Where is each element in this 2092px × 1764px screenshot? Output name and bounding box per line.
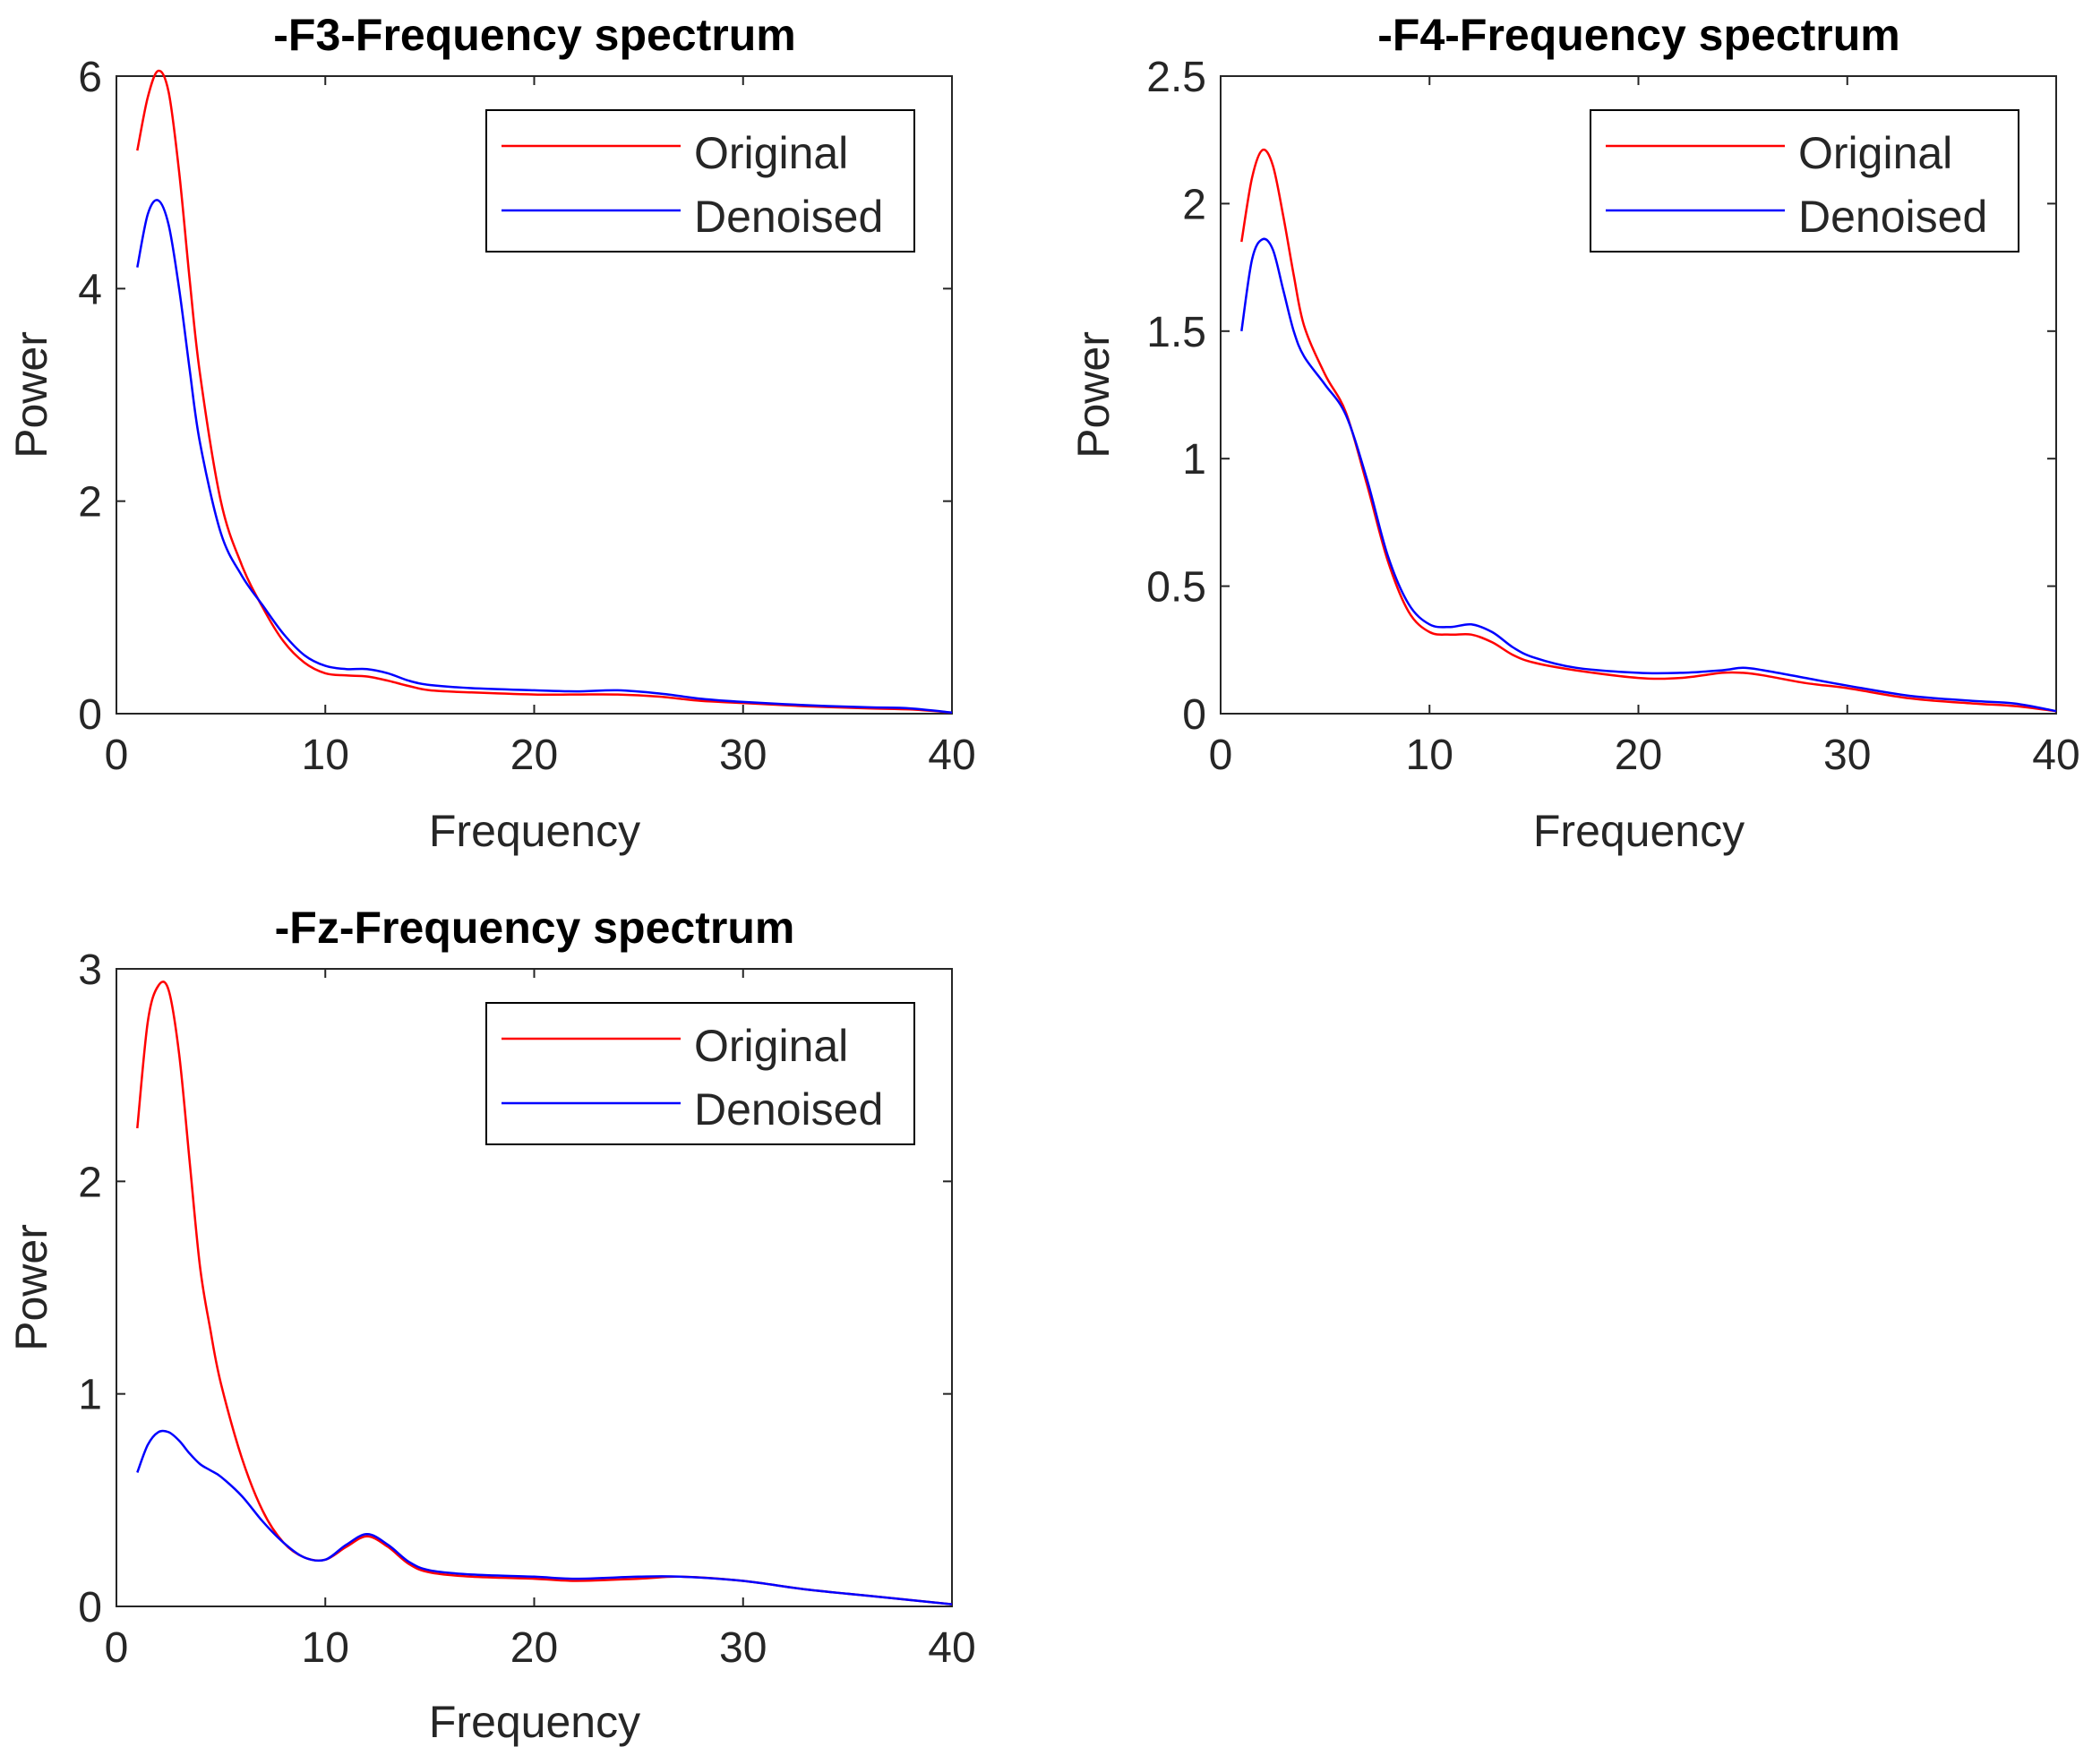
x-axis-label: Frequency <box>1533 806 1745 856</box>
legend-entry-denoised: Denoised <box>694 192 883 242</box>
series-line-denoised <box>136 199 953 715</box>
legend-box <box>1590 109 2019 253</box>
legend-entry-original: Original <box>694 1021 848 1071</box>
plot-area: 0 10 20 30 40 0 2 4 6 <box>78 54 975 779</box>
y-axis-label: Power <box>6 331 56 458</box>
legend: Original Denoised <box>485 109 915 253</box>
y-tick-label: 1.5 <box>1146 309 1206 356</box>
x-axis-label: Frequency <box>429 806 640 856</box>
x-tick-label: 20 <box>510 732 558 779</box>
y-axis-label: Power <box>6 1224 56 1351</box>
x-tick-label: 10 <box>302 732 349 779</box>
x-tick-label: 30 <box>1823 732 1871 779</box>
x-tick-label: 40 <box>2032 732 2079 779</box>
chart-title: -F3-Frequency spectrum <box>273 10 795 60</box>
x-tick-label: 10 <box>302 1624 349 1672</box>
y-tick-label: 2 <box>78 1159 102 1206</box>
legend-entry-denoised: Denoised <box>1798 192 1987 242</box>
legend-box <box>485 109 915 253</box>
series-line-denoised <box>136 1429 953 1606</box>
y-tick-label: 0 <box>78 1584 102 1631</box>
plot-area: 0 10 20 30 40 0 0.5 1 1.5 2 2.5 <box>1146 54 2079 779</box>
chart-title: -Fz-Frequency spectrum <box>275 903 795 953</box>
series-line-original <box>136 69 953 715</box>
fz-spectrum-panel: -Fz-Frequency spectrum Frequency Power 0… <box>6 903 976 1747</box>
y-tick-label: 2 <box>78 479 102 527</box>
legend: Original Denoised <box>1590 109 2019 253</box>
x-tick-label: 30 <box>719 1624 767 1672</box>
x-tick-label: 40 <box>928 732 975 779</box>
y-tick-label: 2 <box>1182 181 1206 228</box>
f4-spectrum-panel: -F4-Frequency spectrum Frequency Power 0… <box>1068 10 2080 856</box>
x-tick-label: 20 <box>1615 732 1662 779</box>
y-tick-label: 0.5 <box>1146 564 1206 612</box>
plot-area: 0 10 20 30 40 0 1 2 3 <box>78 946 975 1672</box>
legend-entry-original: Original <box>694 128 848 178</box>
y-tick-label: 1 <box>78 1372 102 1419</box>
x-tick-label: 30 <box>719 732 767 779</box>
legend-entry-original: Original <box>1798 128 1952 178</box>
x-tick-label: 0 <box>1209 732 1233 779</box>
x-tick-label: 0 <box>105 1624 129 1672</box>
x-tick-label: 40 <box>928 1624 975 1672</box>
y-tick-label: 1 <box>1182 436 1206 484</box>
legend-entry-denoised: Denoised <box>694 1084 883 1135</box>
x-tick-label: 20 <box>510 1624 558 1672</box>
y-tick-label: 3 <box>78 946 102 994</box>
legend-box <box>485 1002 915 1145</box>
y-tick-label: 0 <box>78 691 102 739</box>
y-axis-label: Power <box>1068 331 1119 458</box>
series-line-denoised <box>1240 237 2057 713</box>
y-tick-label: 6 <box>78 54 102 101</box>
y-tick-label: 0 <box>1182 691 1206 739</box>
y-tick-label: 2.5 <box>1146 54 1206 101</box>
series-line-original <box>1240 148 2057 713</box>
f3-spectrum-panel: -F3-Frequency spectrum Frequency Power 0… <box>6 10 976 856</box>
x-tick-label: 10 <box>1406 732 1453 779</box>
y-tick-label: 4 <box>78 266 102 313</box>
x-axis-label: Frequency <box>429 1697 640 1747</box>
x-tick-label: 0 <box>105 732 129 779</box>
legend: Original Denoised <box>485 1002 915 1145</box>
chart-title: -F4-Frequency spectrum <box>1377 10 1899 60</box>
